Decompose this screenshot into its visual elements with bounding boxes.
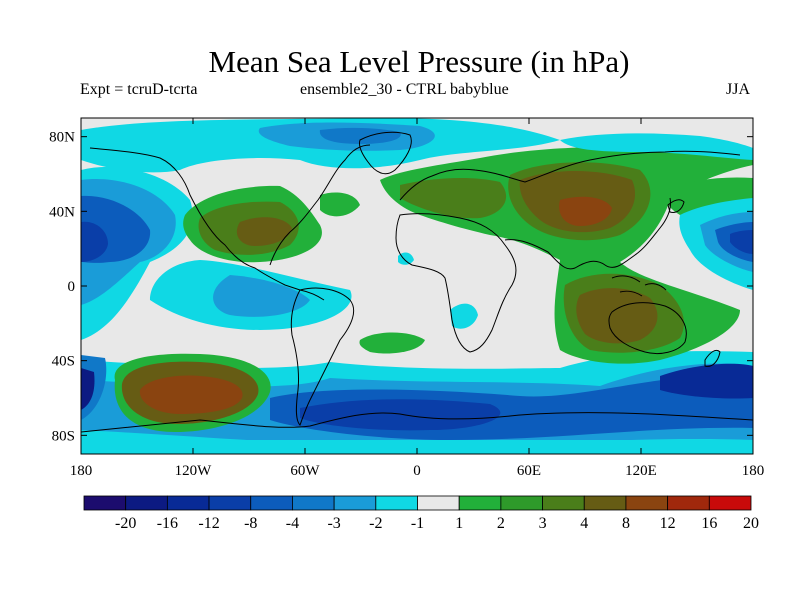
colorbar-swatch (417, 495, 460, 511)
colorbar-swatch (250, 495, 293, 511)
north-pacific-core (81, 221, 108, 262)
colorbar-swatch (500, 495, 543, 511)
lat-tick-label: 80S (52, 428, 75, 444)
lon-tick-label: 180 (742, 463, 765, 479)
colorbar-label: -3 (327, 515, 340, 532)
colorbar-label: 3 (539, 515, 547, 532)
africa-coast (395, 213, 517, 353)
colorbar-swatch (125, 495, 168, 511)
south-bottom-cyan (81, 430, 753, 454)
southern-ocean-core (300, 399, 501, 431)
japan-coast (667, 199, 685, 213)
lat-tick-label: 40S (52, 354, 75, 370)
eurasia-mid (400, 178, 507, 219)
lon-tick-label: 120E (625, 463, 657, 479)
colorbar-label: 8 (622, 515, 630, 532)
tropical-pacific-blue (213, 275, 310, 317)
coastlines (81, 131, 753, 433)
south-africa-cyan (450, 303, 478, 329)
colorbar-swatch (375, 495, 418, 511)
colorbar-label: 16 (701, 515, 717, 532)
southwest-pacific-dark (81, 368, 95, 410)
arctic-dark (319, 127, 401, 144)
pacific-east-green (664, 177, 753, 215)
colorbar-swatch (708, 495, 752, 511)
new-zealand-coast (704, 349, 721, 367)
central-asia-core (559, 196, 612, 226)
south-america-coast (290, 287, 355, 426)
colorbar-swatch (83, 495, 127, 511)
colorbar-swatch (208, 495, 252, 511)
colorbar-swatch (542, 495, 585, 511)
lon-tick-label: 60W (290, 463, 320, 479)
colorbar-label: -1 (411, 515, 424, 532)
colorbar-label: -8 (244, 515, 257, 532)
colorbar-swatch (625, 495, 669, 511)
mid-atlantic-green (320, 192, 360, 217)
ensemble-label: ensemble2_30 - CTRL babyblue (300, 81, 509, 98)
lon-tick-label: 60E (517, 463, 541, 479)
lon-tick-label: 120W (175, 463, 213, 479)
lon-tick-label: 180 (70, 463, 93, 479)
colorbar-swatch (166, 495, 210, 511)
australia-coast (608, 302, 687, 355)
lat-tick-label: 80N (49, 130, 75, 146)
colorbar-label: 20 (743, 515, 759, 532)
axis-ticks: 80N 40N 0 40S 80S 180 120W 60W 0 60E 120E 180 (49, 118, 764, 479)
arctic-east-cyan (560, 133, 753, 160)
ne-pacific-core (730, 230, 753, 254)
south-pacific-high-core (139, 375, 243, 414)
north-atlantic-core (236, 217, 292, 246)
colorbar-label: 2 (497, 515, 505, 532)
colorbar-swatch (458, 495, 502, 511)
south-atlantic-green (359, 332, 425, 354)
colorbar-swatch (333, 495, 377, 511)
colorbar-label: -20 (115, 515, 136, 532)
lat-tick-label: 40N (49, 204, 75, 220)
colorbar-label: -2 (369, 515, 382, 532)
colorbar-label: -4 (286, 515, 299, 532)
colorbar-label: 4 (580, 515, 588, 532)
north-america-coast (89, 144, 371, 301)
colorbar-label: 1 (455, 515, 463, 532)
greenland-coast (359, 131, 412, 175)
colorbar-swatch (667, 495, 710, 511)
colorbar-swatch (583, 495, 627, 511)
lat-tick-label: 0 (68, 279, 76, 295)
colorbar: -20 -16 -12 -8 -4 -3 -2 -1 1 2 3 4 8 12 16 20 (83, 495, 759, 532)
experiment-label: Expt = tcruD-tcrta (80, 81, 198, 98)
antarctica-coast (81, 412, 753, 433)
indonesia-coast (611, 275, 667, 297)
indian-ocean-brown (576, 288, 658, 344)
colorbar-label: -12 (198, 515, 219, 532)
sw-pacific-core (660, 363, 753, 399)
colorbar-swatch (292, 495, 335, 511)
season-label: JJA (726, 81, 751, 98)
map-plot-area (81, 118, 753, 454)
colorbar-label: -16 (157, 515, 178, 532)
mid-atlantic-cyan (398, 252, 414, 265)
eurasia-coast (399, 150, 741, 270)
map-title: Mean Sea Level Pressure (in hPa) (208, 44, 630, 79)
colorbar-label: 12 (660, 515, 676, 532)
lon-tick-label: 0 (413, 463, 421, 479)
